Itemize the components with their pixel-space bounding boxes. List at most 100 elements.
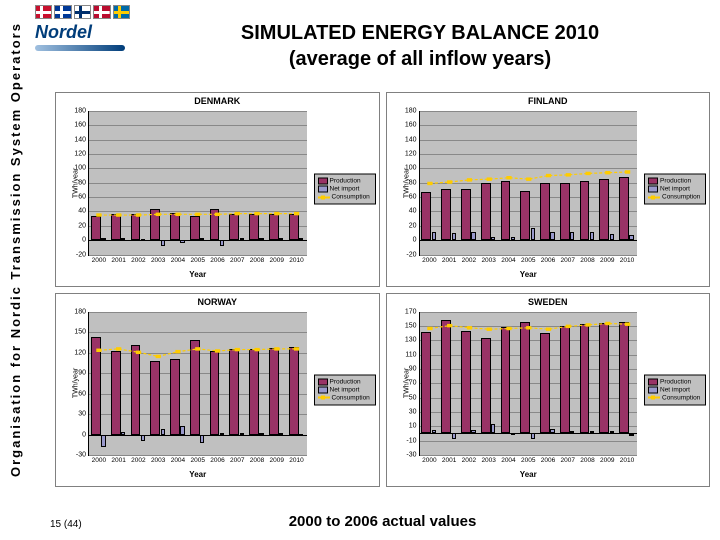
xtick: 2007: [230, 257, 244, 264]
xlabel: Year: [520, 470, 537, 479]
xtick: 2009: [600, 257, 614, 264]
bar-netimport: [101, 435, 105, 448]
bar-group: 2001: [109, 312, 129, 456]
title-line1: SIMULATED ENERGY BALANCE 2010: [241, 22, 599, 44]
bar-group: 2006: [538, 312, 558, 456]
chart-body: -20020406080100120140160180TWh/yearYear2…: [88, 111, 307, 256]
bar-group: 2006: [208, 312, 228, 456]
xlabel: Year: [189, 470, 206, 479]
bar-group: 2009: [597, 312, 617, 456]
bar-production: [269, 214, 279, 241]
bar-group: 2010: [287, 312, 307, 456]
xtick: 2003: [481, 457, 495, 464]
bar-production: [560, 183, 570, 240]
bar-group: 2000: [89, 111, 109, 255]
bar-netimport: [220, 240, 224, 246]
xtick: 2002: [131, 257, 145, 264]
legend: ProductionNet importConsumption: [314, 174, 376, 205]
bar-production: [111, 214, 121, 240]
bar-group: 2007: [227, 111, 247, 255]
bar-group: 2000: [420, 312, 440, 456]
bar-production: [229, 214, 239, 241]
xtick: 2010: [289, 457, 303, 464]
flag-icon: [113, 5, 130, 19]
bar-netimport: [610, 431, 614, 433]
bar-netimport: [121, 238, 125, 240]
xtick: 2002: [462, 257, 476, 264]
xtick: 2001: [442, 257, 456, 264]
ytick: 160: [74, 122, 86, 129]
xtick: 2007: [230, 457, 244, 464]
bar-group: 2008: [578, 111, 598, 255]
xtick: 2010: [289, 257, 303, 264]
bar-group: 2000: [89, 312, 109, 456]
bar-production: [560, 326, 570, 434]
bar-group: 2003: [148, 312, 168, 456]
bar-group: 2010: [617, 312, 637, 456]
chart-title: FINLAND: [387, 96, 710, 106]
xtick: 2002: [131, 457, 145, 464]
bar-group: 2007: [558, 312, 578, 456]
xtick: 2006: [210, 257, 224, 264]
bar-group: 2001: [439, 111, 459, 255]
bar-netimport: [101, 238, 105, 240]
legend-label: Production: [660, 378, 691, 385]
flag-icon: [93, 5, 110, 19]
xtick: 2000: [92, 257, 106, 264]
xtick: 2009: [270, 257, 284, 264]
chart-panel-sweden: SWEDEN-30-101030507090110130150170TWh/ye…: [386, 293, 711, 488]
bar-group: 2005: [188, 111, 208, 255]
bar-production: [520, 322, 530, 433]
bar-production: [520, 191, 530, 240]
bar-production: [441, 189, 451, 240]
bar-production: [131, 345, 141, 435]
bar-production: [619, 177, 629, 240]
bar-group: 2003: [148, 111, 168, 255]
bar-production: [210, 351, 220, 434]
bar-netimport: [141, 435, 145, 442]
ytick: 20: [78, 222, 86, 229]
xtick: 2000: [422, 257, 436, 264]
legend: ProductionNet importConsumption: [644, 374, 706, 405]
xtick: 2000: [422, 457, 436, 464]
bar-netimport: [432, 232, 436, 241]
chart-panel-finland: FINLAND-20020406080100120140160180TWh/ye…: [386, 92, 711, 287]
bar-netimport: [491, 237, 495, 241]
bar-group: 2000: [420, 111, 440, 255]
ytick: -30: [76, 452, 86, 459]
bar-production: [540, 183, 550, 240]
bar-production: [170, 213, 180, 240]
bar-netimport: [531, 228, 535, 240]
bar-group: 2005: [518, 312, 538, 456]
bar-netimport: [200, 238, 204, 240]
footer-caption: 2000 to 2006 actual values: [55, 513, 710, 530]
ytick: 170: [405, 308, 417, 315]
xtick: 2004: [171, 257, 185, 264]
legend-label: Production: [660, 178, 691, 185]
ylabel: TWh/year: [403, 168, 410, 198]
xtick: 2007: [561, 257, 575, 264]
title-line2: (average of all inflow years): [289, 48, 551, 70]
legend-label: Net import: [330, 186, 360, 193]
xtick: 2006: [210, 457, 224, 464]
bar-group: 2002: [129, 312, 149, 456]
xtick: 2010: [620, 457, 634, 464]
ytick: 20: [409, 222, 417, 229]
xtick: 2008: [580, 257, 594, 264]
bar-netimport: [511, 433, 515, 435]
bar-group: 2007: [558, 111, 578, 255]
bar-netimport: [550, 429, 554, 433]
ytick: 180: [405, 108, 417, 115]
legend-label: Production: [330, 178, 361, 185]
ytick: 120: [74, 349, 86, 356]
bar-netimport: [299, 238, 303, 240]
bar-netimport: [471, 430, 475, 434]
bar-netimport: [452, 233, 456, 240]
org-sidebar-label: Organisation for Nordic Transmission Sys…: [8, 10, 28, 490]
bar-production: [150, 209, 160, 241]
xtick: 2008: [250, 257, 264, 264]
bar-production: [91, 216, 101, 240]
bar-production: [131, 214, 141, 241]
bar-netimport: [590, 232, 594, 240]
legend-label: Consumption: [662, 394, 700, 401]
